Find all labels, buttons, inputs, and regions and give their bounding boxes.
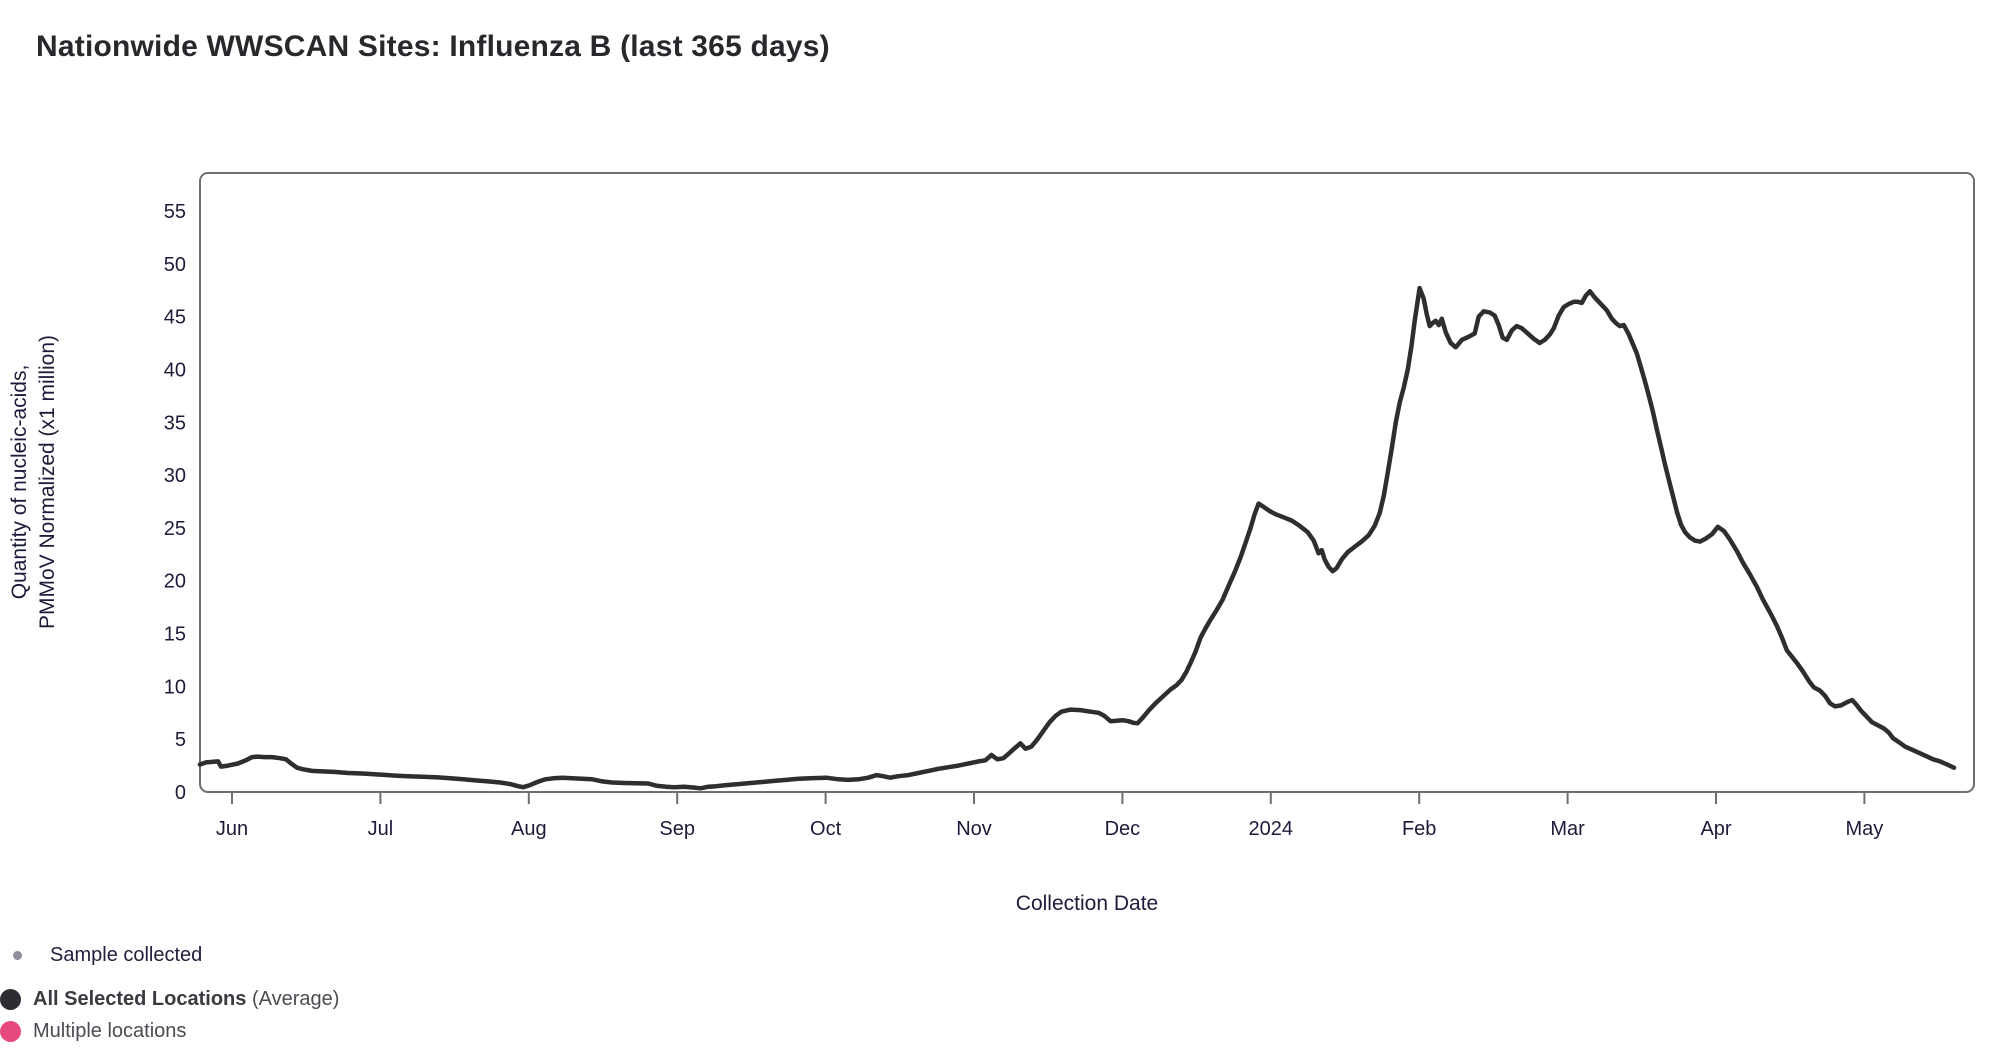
legend: Sample collected All Selected Locations …: [0, 0, 420, 1060]
x-tick-label: May: [1846, 818, 1884, 840]
y-tick-label: 45: [164, 307, 186, 329]
x-axis-ticks: Jun Jul Aug Sep Oct Nov Dec 2024 Feb Mar Apr May: [216, 793, 1883, 840]
all-locations-label: All Selected Locations (Average): [33, 988, 340, 1010]
x-tick-label: Jul: [368, 818, 394, 840]
y-tick-label: 25: [164, 518, 186, 540]
y-tick-label: 55: [164, 201, 186, 223]
x-tick-label: Nov: [956, 818, 992, 840]
x-tick-label: Dec: [1105, 818, 1141, 840]
y-tick-label: 20: [164, 571, 186, 593]
legend-item-sample-collected[interactable]: Sample collected: [13, 944, 202, 967]
multiple-locations-dot-icon: [0, 1021, 21, 1042]
y-tick-label: 10: [164, 676, 186, 698]
y-tick-label: 15: [164, 624, 186, 646]
x-tick-label: Aug: [511, 818, 547, 840]
y-tick-label: 35: [164, 412, 186, 434]
x-tick-label: Sep: [659, 818, 695, 840]
y-tick-label: 50: [164, 254, 186, 276]
x-tick-label: Oct: [810, 818, 842, 840]
sample-collected-label: Sample collected: [50, 944, 203, 966]
multiple-locations-label: Multiple locations: [33, 1020, 187, 1042]
y-tick-label: 30: [164, 465, 186, 487]
y-axis-ticks: 0 5 10 15 20 25 30 35 40 45 50 55: [164, 201, 186, 804]
y-tick-label: 0: [175, 782, 186, 804]
y-axis-title-line2: PMMoV Normalized (x1 million): [36, 335, 59, 629]
x-tick-label: 2024: [1249, 818, 1294, 840]
y-tick-label: 5: [175, 729, 186, 751]
y-tick-label: 40: [164, 359, 186, 381]
x-tick-label: Mar: [1550, 818, 1585, 840]
trend-line-layer: [197, 285, 1957, 791]
x-axis-title: Collection Date: [1016, 892, 1158, 915]
all-locations-dot-icon: [0, 989, 21, 1010]
legend-item-multiple-locations[interactable]: Multiple locations: [0, 1020, 186, 1043]
x-tick-label: Jun: [216, 818, 248, 840]
y-axis-title-line1: Quantity of nucleic-acids,: [8, 365, 31, 600]
x-tick-label: Feb: [1402, 818, 1436, 840]
average-trend-line[interactable]: [197, 285, 1957, 791]
x-tick-label: Apr: [1700, 818, 1731, 840]
plot-border[interactable]: [199, 172, 1975, 793]
legend-item-all-selected-locations[interactable]: All Selected Locations (Average): [0, 988, 339, 1011]
page-title: Nationwide WWSCAN Sites: Influenza B (la…: [36, 30, 830, 63]
sample-collected-dot-icon: [13, 951, 22, 960]
